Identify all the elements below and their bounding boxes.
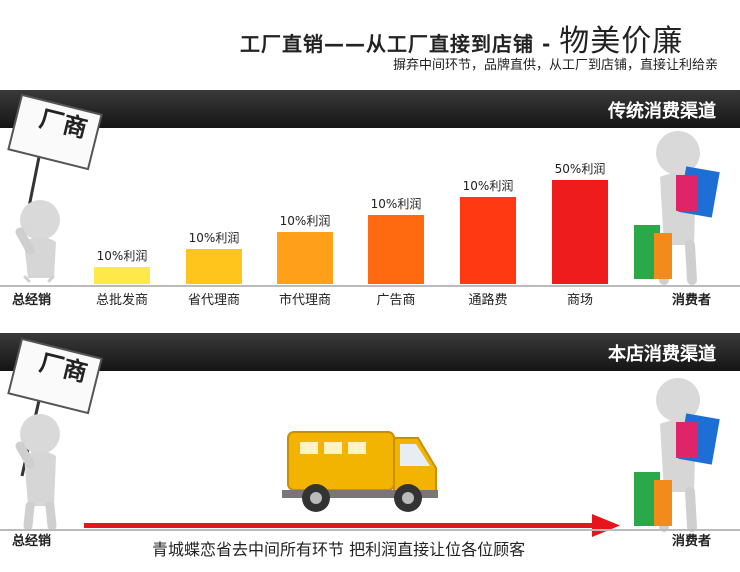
bar-data-label: 50%利润 [554, 162, 606, 176]
bar-category-label: 广告商 [376, 293, 416, 308]
bar-category-label: 通路费 [468, 293, 508, 308]
bar-4 [368, 214, 424, 284]
delivery-truck-icon [282, 431, 438, 512]
traditional-band-label: 传统消费渠道 [608, 101, 716, 122]
title-highlight: 物美价廉 [559, 24, 684, 59]
bar-category-label: 省代理商 [187, 293, 241, 308]
bar-data-label: 10%利润 [370, 196, 422, 211]
consumer-figure-bottom [634, 378, 720, 532]
bar-data-label: 10%利润 [279, 214, 331, 228]
bar-2 [186, 249, 242, 284]
bar-6 [552, 180, 608, 284]
direct-caption: 青城蝶恋省去中间所有环节 把利润直接让位各位顾客 [152, 540, 526, 559]
title-dash: - [541, 32, 552, 56]
bar-category-label: 商场 [566, 293, 594, 308]
consumer-figure [634, 131, 720, 285]
bar-data-label: 10%利润 [188, 231, 240, 246]
traditional-baseline [0, 285, 740, 287]
bar-5 [460, 197, 516, 284]
direct-band [0, 333, 740, 371]
title-text: 工厂直销——从工厂直接到店铺 [240, 32, 534, 56]
direct-band-label: 本店消费渠道 [608, 344, 716, 365]
direct-right-label: 消费者 [672, 534, 712, 549]
bar-category-label: 市代理商 [278, 293, 332, 308]
traditional-left-label: 总经销 [12, 293, 52, 308]
bar-3 [277, 232, 333, 284]
traditional-right-label: 消费者 [672, 293, 712, 308]
manufacturer-figure-bottom [7, 337, 103, 531]
page-title: 工厂直销——从工厂直接到店铺 - 物美价廉 [240, 16, 683, 60]
bar-data-label: 10%利润 [96, 248, 148, 263]
direct-arrow [84, 514, 620, 537]
page-subtitle: 摒弃中间环节，品牌直供，从工厂到店铺，直接让利给亲 [392, 58, 718, 73]
direct-left-label: 总经销 [12, 534, 52, 549]
traditional-band [0, 90, 740, 128]
bar-data-label: 10%利润 [462, 179, 514, 194]
bar-category-label: 总批发商 [95, 293, 149, 308]
direct-baseline [0, 529, 740, 531]
bar-1 [94, 266, 150, 284]
manufacturer-figure [7, 93, 103, 283]
